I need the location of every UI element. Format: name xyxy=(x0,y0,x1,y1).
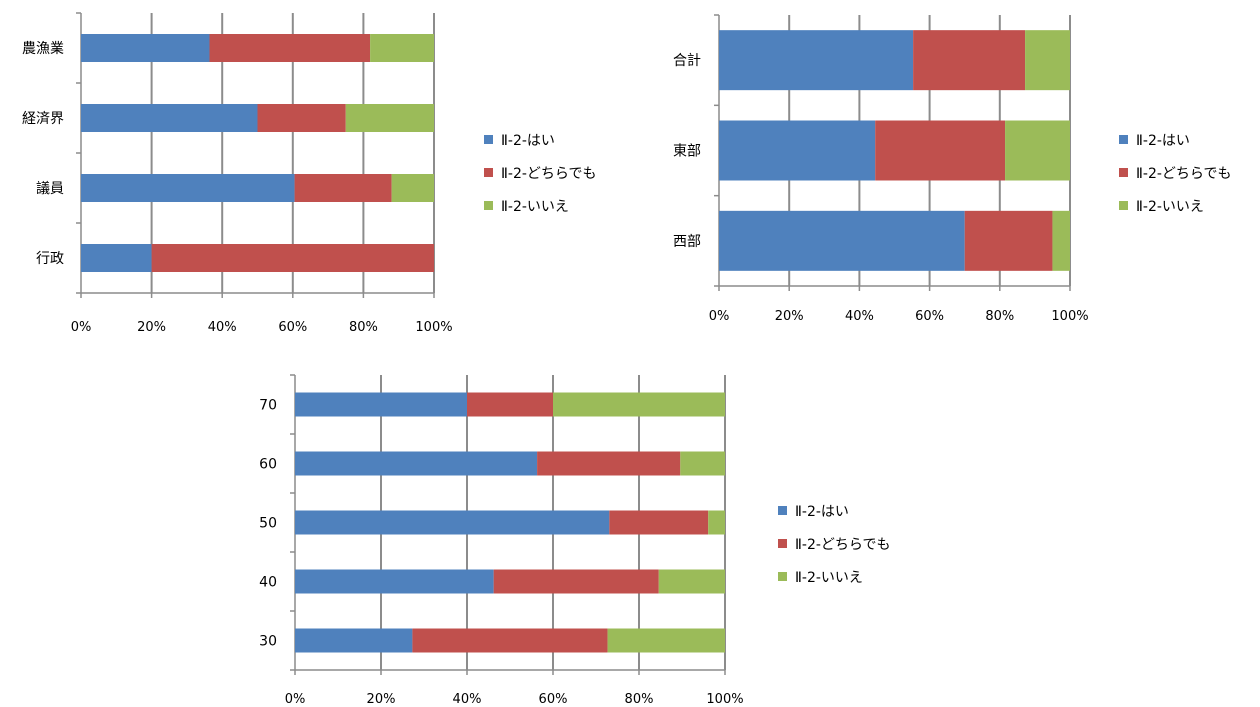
x-tick-label: 0% xyxy=(709,309,730,324)
category-label: 40 xyxy=(259,575,277,591)
x-tick-label: 60% xyxy=(539,692,568,707)
category-label: 50 xyxy=(259,516,277,532)
bar-segment xyxy=(412,628,608,653)
bar-segment xyxy=(209,34,371,62)
bar-segment xyxy=(257,104,346,132)
legend-label: Ⅱ-2-はい xyxy=(501,133,555,149)
bar-segment xyxy=(295,510,610,535)
bar-segment xyxy=(295,392,467,417)
x-tick-label: 0% xyxy=(71,320,92,335)
bar-segment xyxy=(81,174,295,202)
bar-segment xyxy=(81,34,210,62)
legend-label: Ⅱ-2-いいえ xyxy=(1136,199,1204,215)
bar-segment xyxy=(607,628,725,653)
x-tick-label: 20% xyxy=(775,309,804,324)
bar-segment xyxy=(345,104,434,132)
legend-label: Ⅱ-2-いいえ xyxy=(501,199,569,215)
x-tick-label: 20% xyxy=(137,320,166,335)
bar-segment xyxy=(81,104,258,132)
x-tick-label: 20% xyxy=(367,692,396,707)
category-label: 合計 xyxy=(673,53,701,69)
legend-label: Ⅱ-2-どちらでも xyxy=(795,537,890,553)
category-label: 農漁業 xyxy=(22,41,64,57)
legend-label: Ⅱ-2-どちらでも xyxy=(501,166,596,182)
bar-segment xyxy=(609,510,709,535)
legend-label: Ⅱ-2-いいえ xyxy=(795,570,863,586)
bar-segment xyxy=(964,210,1053,271)
bar-segment xyxy=(81,244,152,272)
bar-segment xyxy=(1052,210,1070,271)
legend-swatch xyxy=(778,572,787,581)
x-tick-label: 80% xyxy=(625,692,654,707)
bar-segment xyxy=(295,628,413,653)
category-label: 西部 xyxy=(673,234,701,250)
legend-swatch xyxy=(1119,201,1128,210)
bar-segment xyxy=(151,244,434,272)
chart-1: 0% 20% 40% 60% 80% 100% 行政 議員 経済界 農漁業 Ⅱ-2-はい Ⅱ-2-どち… xyxy=(22,12,596,335)
bar-segment xyxy=(719,210,965,271)
legend-swatch xyxy=(484,201,493,210)
x-tick-label: 100% xyxy=(415,320,452,335)
x-tick-label: 100% xyxy=(706,692,743,707)
category-label: 70 xyxy=(259,398,277,414)
legend-label: Ⅱ-2-どちらでも xyxy=(1136,166,1231,182)
legend-swatch xyxy=(1119,168,1128,177)
bar-segment xyxy=(391,174,434,202)
x-tick-label: 100% xyxy=(1051,309,1088,324)
x-tick-label: 80% xyxy=(349,320,378,335)
bar-segment xyxy=(719,120,876,181)
chart-3: 0% 20% 40% 60% 80% 100% 30 40 50 60 70 Ⅱ-2-はい Ⅱ-2-どち… xyxy=(259,374,890,707)
legend-swatch xyxy=(778,506,787,515)
bar-segment xyxy=(680,451,725,476)
bar-segment xyxy=(1005,120,1070,181)
bar-segment xyxy=(493,569,659,594)
bar-segment xyxy=(295,451,538,476)
bar-segment xyxy=(913,30,1026,91)
x-tick-label: 40% xyxy=(453,692,482,707)
bar-segment xyxy=(708,510,725,535)
x-tick-label: 60% xyxy=(278,320,307,335)
category-label: 経済界 xyxy=(22,111,64,127)
x-tick-label: 0% xyxy=(285,692,306,707)
category-label: 行政 xyxy=(36,251,64,267)
legend-swatch xyxy=(484,135,493,144)
category-label: 議員 xyxy=(36,180,64,197)
bar-segment xyxy=(295,569,494,594)
bar-segment xyxy=(294,174,392,202)
x-tick-label: 80% xyxy=(985,309,1014,324)
category-label: 30 xyxy=(259,634,277,650)
category-label: 東部 xyxy=(673,144,701,160)
bar-segment xyxy=(658,569,725,594)
chart-2: 0% 20% 40% 60% 80% 100% 西部 東部 合計 Ⅱ-2-はい Ⅱ-2-どちらでも Ⅱ… xyxy=(673,14,1231,324)
legend-label: Ⅱ-2-はい xyxy=(1136,133,1190,149)
bar-segment xyxy=(719,30,914,91)
legend-swatch xyxy=(1119,135,1128,144)
bar-segment xyxy=(537,451,681,476)
bar-segment xyxy=(370,34,434,62)
x-tick-label: 40% xyxy=(208,320,237,335)
bar-segment xyxy=(553,392,725,417)
bar-segment xyxy=(1025,30,1070,91)
bar-segment xyxy=(875,120,1006,181)
category-label: 60 xyxy=(259,457,277,473)
x-tick-label: 40% xyxy=(845,309,874,324)
x-tick-label: 60% xyxy=(915,309,944,324)
legend-label: Ⅱ-2-はい xyxy=(795,504,849,520)
bar-segment xyxy=(467,392,553,417)
legend-swatch xyxy=(484,168,493,177)
legend-swatch xyxy=(778,539,787,548)
